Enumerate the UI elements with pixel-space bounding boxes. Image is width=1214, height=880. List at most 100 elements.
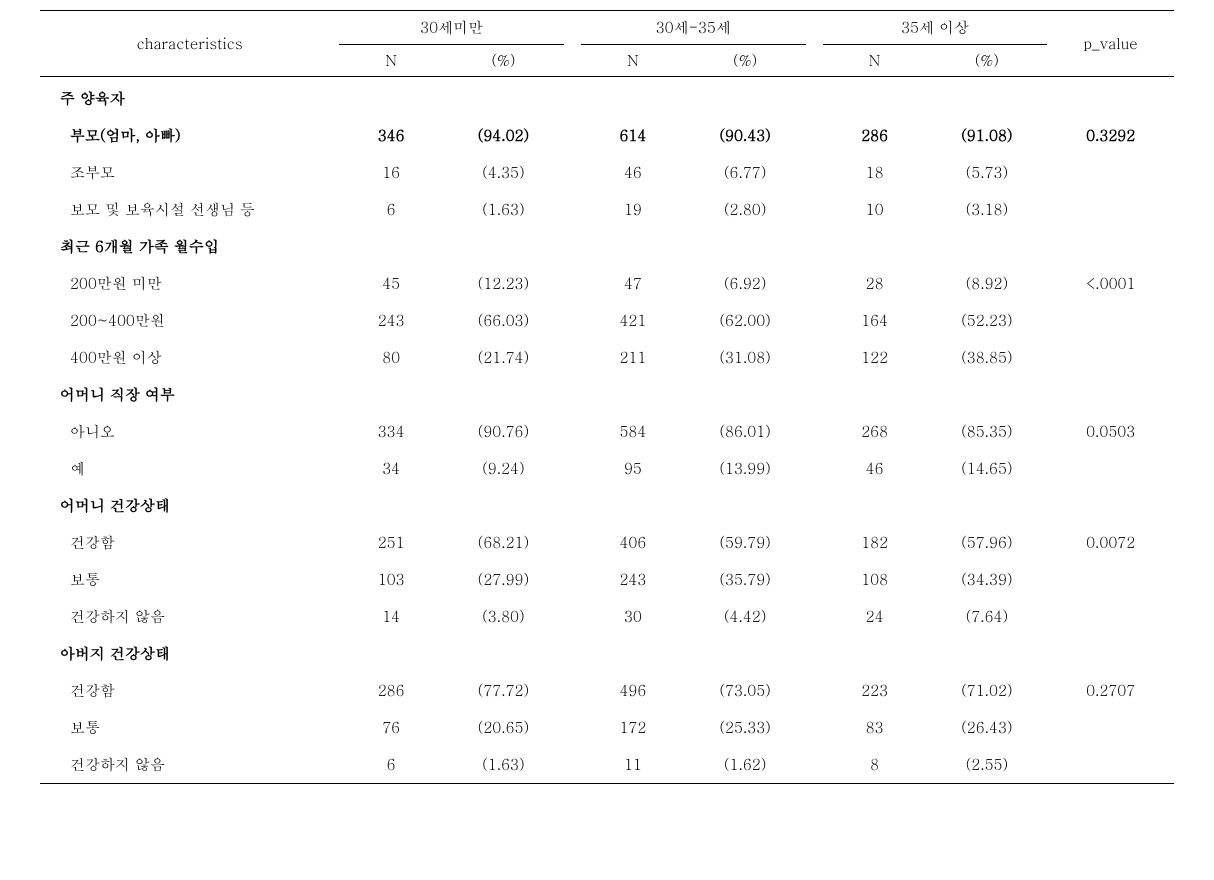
cell-g1-pct: (77.72): [443, 672, 564, 709]
header-pvalue: p_value: [1047, 11, 1174, 77]
row-label: 건강하지 않음: [40, 746, 339, 784]
cell-gap: [564, 450, 581, 487]
cell-g2-pct: (35.79): [685, 561, 806, 598]
header-gap2: [806, 11, 823, 77]
cell-g3-n: 24: [823, 598, 927, 635]
cell-g2-pct: (13.99): [685, 450, 806, 487]
cell-g1-pct: (66.03): [443, 302, 564, 339]
cell-g3-n: 164: [823, 302, 927, 339]
cell-gap: [564, 561, 581, 598]
cell-g3-pct: (85.35): [926, 413, 1047, 450]
cell-gap: [806, 561, 823, 598]
cell-g1-n: 334: [339, 413, 443, 450]
cell-g3-pct: (26.43): [926, 709, 1047, 746]
cell-g3-n: 122: [823, 339, 927, 376]
cell-g2-pct: (31.08): [685, 339, 806, 376]
characteristics-table: characteristics 30세미만 30세-35세 35세 이상 p_v…: [40, 10, 1174, 784]
cell-g3-pct: (71.02): [926, 672, 1047, 709]
cell-g1-n: 251: [339, 524, 443, 561]
cell-pvalue: [1047, 709, 1174, 746]
cell-g1-pct: (27.99): [443, 561, 564, 598]
cell-pvalue: [1047, 339, 1174, 376]
header-group2: 30세-35세: [581, 11, 805, 45]
cell-g1-n: 45: [339, 265, 443, 302]
cell-g1-pct: (68.21): [443, 524, 564, 561]
cell-pvalue: [1047, 302, 1174, 339]
cell-g2-pct: (59.79): [685, 524, 806, 561]
cell-gap: [806, 302, 823, 339]
cell-pvalue: [1047, 561, 1174, 598]
cell-g2-pct: (2.80): [685, 191, 806, 228]
cell-gap: [806, 709, 823, 746]
header-n-3: N: [823, 45, 927, 77]
cell-g2-pct: (4.42): [685, 598, 806, 635]
section-title: 최근 6개월 가족 월수입: [40, 228, 1174, 265]
cell-g2-n: 47: [581, 265, 685, 302]
cell-g3-pct: (3.18): [926, 191, 1047, 228]
cell-gap: [806, 524, 823, 561]
cell-gap: [806, 265, 823, 302]
header-pct-1: (%): [443, 45, 564, 77]
cell-g3-pct: (34.39): [926, 561, 1047, 598]
cell-g2-pct: (62.00): [685, 302, 806, 339]
cell-g2-n: 421: [581, 302, 685, 339]
cell-gap: [806, 450, 823, 487]
cell-g3-n: 223: [823, 672, 927, 709]
cell-g2-n: 211: [581, 339, 685, 376]
row-label: 건강함: [40, 524, 339, 561]
cell-gap: [806, 117, 823, 154]
cell-g2-pct: (6.77): [685, 154, 806, 191]
cell-pvalue: 0.3292: [1047, 117, 1174, 154]
cell-gap: [564, 524, 581, 561]
row-label: 보통: [40, 709, 339, 746]
cell-gap: [564, 117, 581, 154]
cell-g1-pct: (20.65): [443, 709, 564, 746]
cell-g3-n: 10: [823, 191, 927, 228]
header-pct-3: (%): [926, 45, 1047, 77]
cell-g3-pct: (38.85): [926, 339, 1047, 376]
cell-gap: [564, 598, 581, 635]
cell-g1-n: 6: [339, 746, 443, 784]
cell-g3-pct: (14.65): [926, 450, 1047, 487]
table-row: 건강하지 않음14(3.80)30(4.42)24(7.64): [40, 598, 1174, 635]
cell-gap: [564, 154, 581, 191]
row-label: 200~400만원: [40, 302, 339, 339]
table-row: 부모(엄마, 아빠)346(94.02)614(90.43)286(91.08)…: [40, 117, 1174, 154]
cell-g3-n: 28: [823, 265, 927, 302]
cell-gap: [564, 339, 581, 376]
cell-g2-n: 95: [581, 450, 685, 487]
header-group1: 30세미만: [339, 11, 563, 45]
cell-pvalue: [1047, 746, 1174, 784]
cell-g1-n: 34: [339, 450, 443, 487]
cell-g1-n: 103: [339, 561, 443, 598]
cell-gap: [806, 191, 823, 228]
cell-g3-n: 268: [823, 413, 927, 450]
cell-g3-n: 18: [823, 154, 927, 191]
cell-g3-n: 286: [823, 117, 927, 154]
row-label: 부모(엄마, 아빠): [40, 117, 339, 154]
cell-g2-n: 30: [581, 598, 685, 635]
cell-g1-pct: (1.63): [443, 191, 564, 228]
cell-pvalue: 0.0072: [1047, 524, 1174, 561]
cell-g2-n: 172: [581, 709, 685, 746]
table-row: 보통76(20.65)172(25.33)83(26.43): [40, 709, 1174, 746]
cell-gap: [564, 265, 581, 302]
cell-gap: [806, 598, 823, 635]
row-label: 보모 및 보육시설 선생님 등: [40, 191, 339, 228]
table-row: 건강함286(77.72)496(73.05)223(71.02)0.2707: [40, 672, 1174, 709]
cell-g3-n: 46: [823, 450, 927, 487]
cell-g2-pct: (90.43): [685, 117, 806, 154]
cell-g3-pct: (91.08): [926, 117, 1047, 154]
cell-g1-pct: (12.23): [443, 265, 564, 302]
cell-gap: [806, 154, 823, 191]
cell-g2-pct: (25.33): [685, 709, 806, 746]
header-group3: 35세 이상: [823, 11, 1047, 45]
cell-gap: [806, 339, 823, 376]
cell-g2-n: 406: [581, 524, 685, 561]
table-row: 200만원 미만45(12.23)47(6.92)28(8.92)<.0001: [40, 265, 1174, 302]
cell-g1-n: 243: [339, 302, 443, 339]
table-row: 아니오334(90.76)584(86.01)268(85.35)0.0503: [40, 413, 1174, 450]
cell-g1-n: 286: [339, 672, 443, 709]
cell-g1-pct: (90.76): [443, 413, 564, 450]
table-row: 건강함251(68.21)406(59.79)182(57.96)0.0072: [40, 524, 1174, 561]
